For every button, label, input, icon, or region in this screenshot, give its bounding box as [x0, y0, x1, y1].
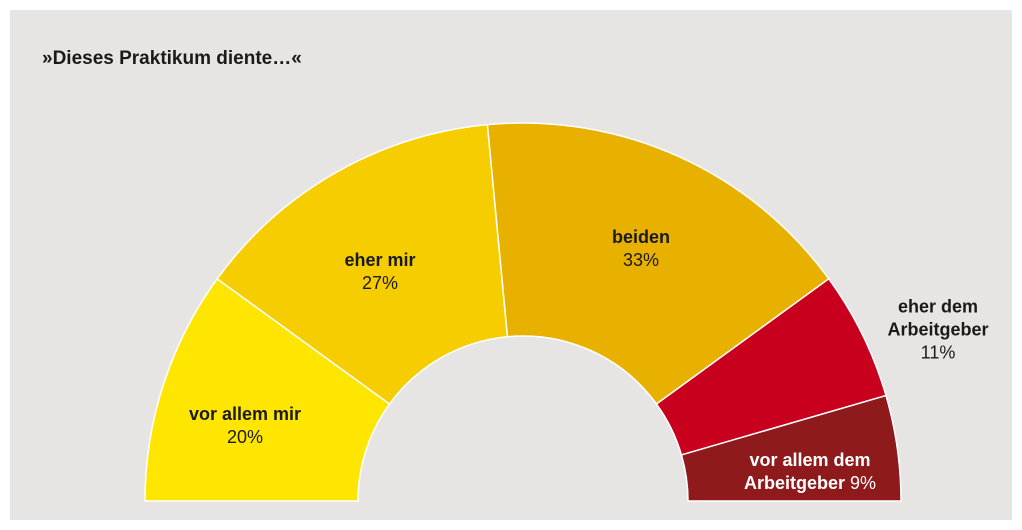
value-label: 11% — [920, 342, 956, 363]
category-label: vor allem dem Arbeitgeber — [743, 450, 871, 493]
category-label: beiden — [611, 227, 670, 247]
segment-label: beiden 33% — [579, 226, 703, 272]
segment-label: eher dem Arbeitgeber 11% — [873, 296, 1003, 365]
category-label: eher dem Arbeitgeber — [887, 296, 989, 340]
value-label: 9% — [850, 473, 877, 493]
segment — [486, 122, 830, 406]
segment-label: vor allem mir 20% — [183, 403, 307, 449]
value-label: 33% — [622, 250, 660, 270]
segment-label: vor allem dem Arbeitgeber 9% — [735, 449, 885, 495]
segment — [216, 123, 509, 406]
segment-label: eher mir 27% — [318, 249, 442, 295]
segment — [680, 394, 902, 502]
category-label: eher mir — [344, 250, 416, 270]
category-label: vor allem mir — [188, 404, 302, 424]
value-label: 27% — [361, 273, 399, 293]
segment — [144, 277, 391, 502]
chart-title: »Dieses Praktikum diente…« — [42, 48, 302, 69]
value-label: 20% — [226, 427, 264, 447]
